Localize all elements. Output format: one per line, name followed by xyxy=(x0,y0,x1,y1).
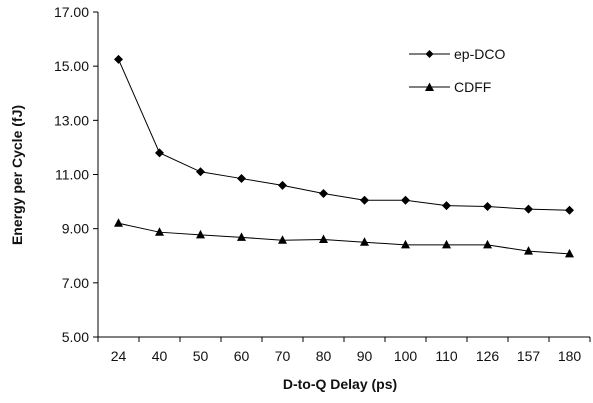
data-point-ep-dco xyxy=(114,54,123,64)
data-point-ep-dco xyxy=(237,174,246,184)
data-point-ep-dco xyxy=(524,204,533,214)
x-tick-label: 110 xyxy=(435,348,458,364)
series-line-cdff xyxy=(118,222,570,255)
axes xyxy=(97,12,590,338)
data-point-ep-dco xyxy=(565,205,574,215)
data-point-cdff xyxy=(155,227,164,236)
legend-item-cdff: CDFF xyxy=(409,79,491,95)
y-tick-label: 5.00 xyxy=(62,329,89,345)
data-point-ep-dco xyxy=(196,167,205,177)
data-point-ep-dco xyxy=(401,195,410,205)
data-point-cdff xyxy=(442,239,451,249)
x-tick-label: 100 xyxy=(394,348,418,364)
x-tick-label: 60 xyxy=(234,348,250,364)
data-point-cdff xyxy=(483,239,492,249)
data-point-cdff xyxy=(401,239,410,249)
x-axis-title: D-to-Q Delay (ps) xyxy=(283,376,397,392)
data-point-ep-dco xyxy=(442,201,451,211)
x-tick-label: 157 xyxy=(517,348,541,364)
y-tick-label: 15.00 xyxy=(54,58,89,74)
data-point-ep-dco xyxy=(483,201,492,211)
data-point-cdff xyxy=(114,218,123,227)
legend-label-ep-dco: ep-DCO xyxy=(454,46,505,62)
data-point-cdff xyxy=(196,229,205,239)
data-point-cdff xyxy=(360,237,369,246)
x-tick-label: 24 xyxy=(111,348,127,364)
x-tick-label: 70 xyxy=(275,348,291,364)
y-tick-label: 7.00 xyxy=(62,275,89,291)
data-point-ep-dco xyxy=(319,188,328,198)
data-point-cdff xyxy=(278,235,287,244)
y-ticks: 5.00 7.00 9.00 11.00 13.00 15.00 17.00 xyxy=(54,4,98,345)
data-point-cdff xyxy=(524,246,533,255)
data-point-ep-dco xyxy=(155,148,164,158)
legend-triangle-marker xyxy=(425,82,434,91)
data-point-cdff xyxy=(237,232,246,241)
y-tick-label: 13.00 xyxy=(54,112,89,128)
legend-diamond-marker xyxy=(425,50,434,58)
x-tick-label: 50 xyxy=(193,348,209,364)
y-tick-label: 11.00 xyxy=(55,167,89,183)
data-point-ep-dco xyxy=(360,195,369,205)
y-tick-label: 17.00 xyxy=(54,4,89,20)
y-tick-label: 9.00 xyxy=(62,221,89,237)
x-tick-label: 90 xyxy=(357,348,373,364)
legend: ep-DCO CDFF xyxy=(409,46,505,95)
x-ticks: 24 40 50 60 70 80 90 100 110 126 157 180 xyxy=(97,337,591,364)
legend-label-cdff: CDFF xyxy=(454,79,491,95)
series-line-ep-dco xyxy=(118,59,570,211)
y-axis-title: Energy per Cycle (fJ) xyxy=(9,105,25,245)
x-tick-label: 126 xyxy=(476,348,500,364)
data-point-ep-dco xyxy=(278,180,287,190)
x-tick-label: 80 xyxy=(316,348,332,364)
x-tick-label: 40 xyxy=(152,348,168,364)
data-point-cdff xyxy=(319,234,328,243)
series-layer xyxy=(114,54,574,258)
x-tick-label: 180 xyxy=(558,348,582,364)
data-point-cdff xyxy=(565,248,574,258)
legend-item-ep-dco: ep-DCO xyxy=(409,46,505,62)
